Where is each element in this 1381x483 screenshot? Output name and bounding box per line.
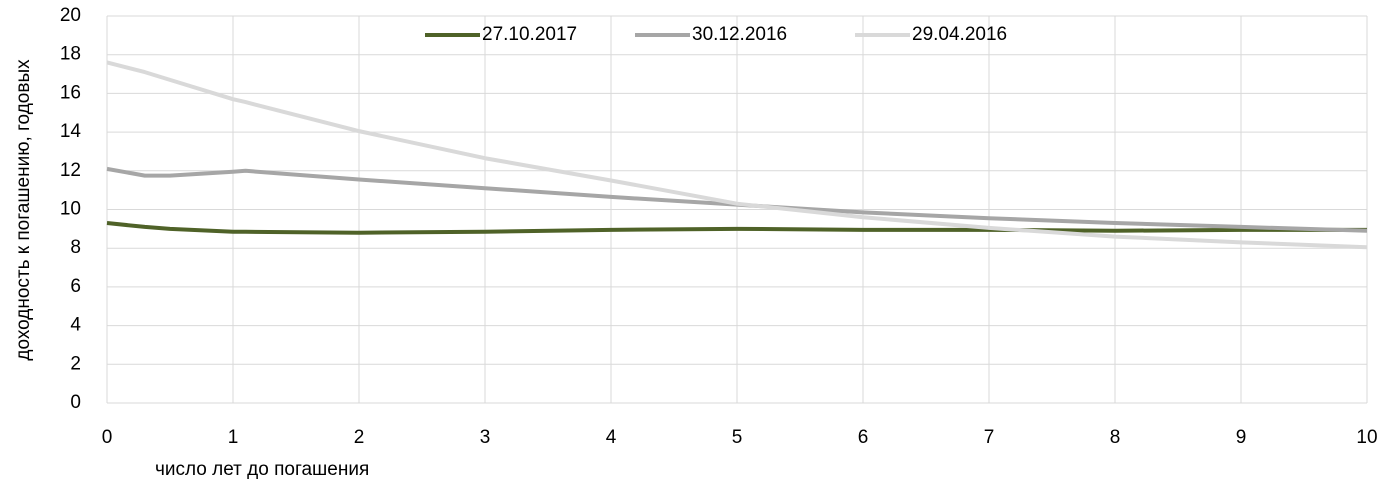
x-tick-label: 4 [606,427,617,448]
y-tick-label: 2 [70,353,81,374]
y-tick-label: 4 [70,315,81,336]
x-tick-label: 3 [480,427,491,448]
series-line [106,166,1368,233]
y-tick-label: 16 [60,82,81,103]
y-tick-label: 8 [70,237,81,258]
x-tick-label: 7 [984,427,995,448]
y-tick-label: 12 [60,160,81,181]
y-tick-label: 0 [70,392,81,413]
x-tick-label: 10 [1356,427,1377,448]
x-tick-label: 1 [228,427,239,448]
x-tick-label: 8 [1110,427,1121,448]
x-tick-label: 5 [732,427,743,448]
x-axis-label: число лет до погашения [155,459,369,480]
y-tick-label: 14 [60,121,82,142]
series-line [106,60,1368,250]
legend-label: 27.10.2017 [482,24,577,45]
legend-label: 29.04.2016 [912,24,1007,45]
x-tick-label: 2 [354,427,365,448]
x-tick-label: 0 [102,427,113,448]
y-tick-label: 20 [60,5,81,26]
series-line [106,221,1367,235]
y-tick-label: 6 [70,276,81,297]
y-tick-label: 18 [60,44,81,65]
y-tick-label: 10 [60,199,81,220]
legend-label: 30.12.2016 [692,24,787,45]
x-tick-label: 6 [858,427,869,448]
x-tick-label: 9 [1236,427,1247,448]
y-axis-label: доходность к погашению, годовых [13,59,34,361]
